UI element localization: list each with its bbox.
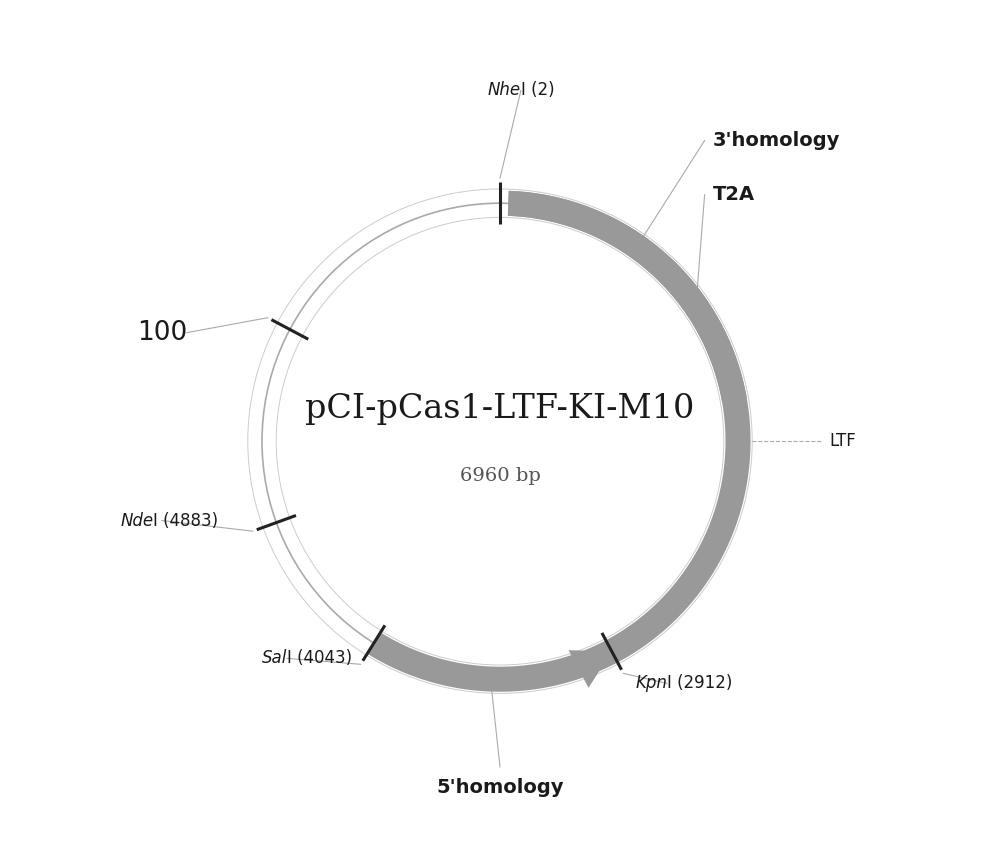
Text: 100: 100: [137, 319, 187, 346]
Text: I (2): I (2): [521, 82, 555, 99]
Text: 5'homology: 5'homology: [436, 779, 564, 797]
Text: Kpn: Kpn: [635, 674, 667, 693]
Polygon shape: [367, 633, 618, 692]
Text: Nhe: Nhe: [488, 82, 521, 99]
Text: I (4043): I (4043): [287, 649, 352, 667]
Text: 3'homology: 3'homology: [713, 131, 840, 150]
Text: Nde: Nde: [120, 512, 153, 530]
Polygon shape: [569, 650, 612, 688]
Polygon shape: [508, 191, 747, 402]
Text: I (4883): I (4883): [153, 512, 219, 530]
Text: 6960 bp: 6960 bp: [460, 467, 540, 486]
Polygon shape: [508, 191, 751, 662]
Text: Sal: Sal: [262, 649, 287, 667]
Text: LTF: LTF: [830, 432, 857, 450]
Text: I (2912): I (2912): [667, 674, 732, 693]
Text: pCI-pCas1-LTF-KI-M10: pCI-pCas1-LTF-KI-M10: [305, 393, 695, 425]
Text: T2A: T2A: [713, 185, 755, 205]
